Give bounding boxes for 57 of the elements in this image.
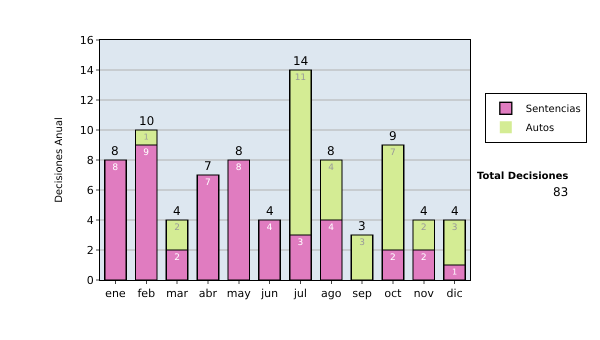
data-label: 2 — [174, 223, 180, 233]
x-tick-label: jun — [260, 287, 278, 300]
data-label: 2 — [420, 223, 427, 233]
data-label: 3 — [298, 238, 304, 248]
data-label: 8 — [236, 163, 242, 173]
total-label: 3 — [358, 219, 366, 233]
x-tick-label: ene — [105, 287, 126, 300]
y-tick-label: 12 — [80, 94, 94, 107]
legend-label: Autos — [526, 123, 554, 134]
x-tick-label: may — [226, 287, 252, 300]
legend-label: Sentencias — [526, 104, 581, 116]
x-tick-label: dic — [446, 287, 463, 300]
total-label: 9 — [389, 129, 397, 143]
data-label: 2 — [174, 253, 180, 263]
x-tick-label: oct — [384, 287, 402, 300]
x-tick-label: ago — [321, 287, 342, 300]
x-tick-label: nov — [414, 287, 434, 300]
y-axis-title: Decisiones Anual — [54, 117, 65, 203]
data-label: 4 — [266, 223, 273, 233]
data-label: 7 — [205, 178, 211, 188]
total-label: 8 — [235, 144, 243, 158]
x-tick-label: sep — [352, 287, 372, 300]
total-label: 10 — [139, 114, 154, 128]
x-tick-label: mar — [166, 287, 189, 300]
data-label: 1 — [452, 266, 458, 276]
data-label: 8 — [112, 163, 118, 173]
y-tick-label: 14 — [80, 64, 94, 77]
x-tick-label: jul — [292, 287, 307, 300]
data-label: 4 — [328, 223, 334, 233]
data-label: 2 — [420, 253, 427, 263]
y-tick-label: 6 — [86, 184, 94, 197]
x-tick-label: feb — [137, 287, 156, 300]
total-label: 4 — [420, 204, 428, 218]
data-label: 3 — [359, 238, 365, 248]
text: 83 — [553, 185, 568, 199]
data-label: 7 — [390, 148, 396, 158]
y-tick-label: 4 — [86, 214, 94, 227]
data-label: 11 — [294, 73, 306, 83]
data-label: 4 — [328, 163, 334, 173]
data-label: 9 — [143, 148, 150, 158]
data-label: 3 — [452, 223, 458, 233]
total-label: 8 — [111, 144, 119, 158]
y-tick-label: 2 — [86, 244, 94, 257]
x-tick-label: abr — [198, 287, 218, 300]
y-tick-label: 16 — [80, 34, 94, 47]
data-label: 2 — [390, 253, 396, 263]
y-tick-label: 10 — [80, 124, 94, 137]
y-tick-label: 8 — [86, 154, 94, 167]
total-label: 4 — [173, 204, 181, 218]
total-label: 7 — [204, 159, 212, 173]
total-label: 8 — [327, 144, 335, 158]
text: Total Decisiones — [477, 171, 568, 182]
total-label: 4 — [451, 204, 459, 218]
data-label: 1 — [144, 131, 149, 142]
y-tick-label: 0 — [86, 274, 94, 287]
total-label: 14 — [293, 54, 308, 68]
total-label: 4 — [266, 204, 274, 218]
